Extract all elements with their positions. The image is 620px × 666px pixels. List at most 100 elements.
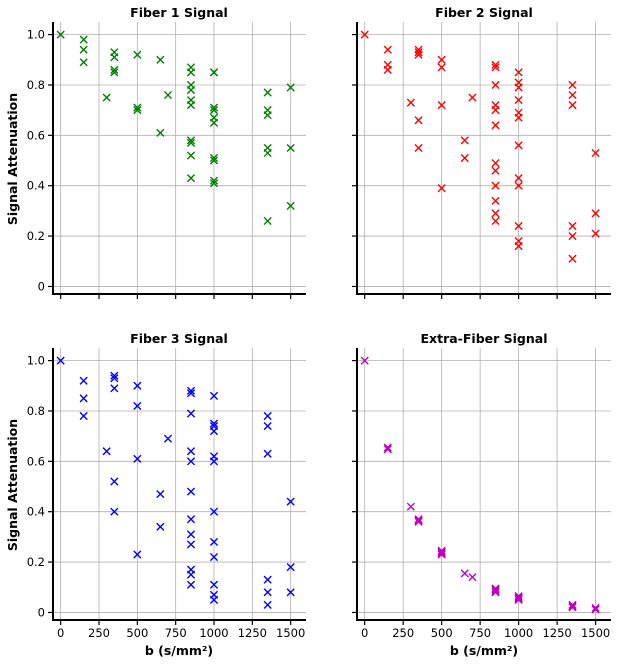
- data-point: [568, 603, 577, 612]
- data-point: [414, 116, 423, 125]
- data-point: [186, 389, 196, 398]
- data-point: [286, 201, 295, 210]
- data-point: [437, 184, 446, 193]
- y-tick-label: 0.6: [27, 128, 45, 142]
- data-point: [514, 95, 523, 105]
- data-point: [514, 242, 523, 251]
- x-tick-label: 750: [469, 626, 491, 640]
- data-point: [110, 65, 119, 74]
- data-point: [263, 588, 272, 597]
- data-point: [209, 179, 219, 188]
- data-point: [514, 181, 523, 190]
- panel-fiber-1: 0 0.2 0.4 0.6 0.8 1.0 Fiber 1 Signal Signal A…: [5, 5, 306, 299]
- data-point: [209, 427, 219, 436]
- data-point: [110, 507, 119, 516]
- data-point: [468, 573, 477, 582]
- panel-title: Extra-Fiber Signal: [421, 331, 548, 346]
- data-point: [102, 93, 111, 102]
- y-axis-label: Signal Attenuation: [5, 93, 20, 225]
- data-point: [514, 68, 523, 77]
- data-point: [568, 90, 577, 100]
- data-point: [263, 421, 272, 431]
- data-point: [514, 591, 523, 601]
- data-point: [186, 570, 196, 579]
- data-point: [437, 550, 446, 559]
- data-point: [460, 569, 469, 578]
- panel-title: Fiber 1 Signal: [130, 5, 228, 20]
- data-point: [209, 176, 219, 185]
- y-tick-label: 0.4: [27, 505, 45, 519]
- data-point: [110, 374, 119, 383]
- data-point: [383, 45, 392, 54]
- data-point: [133, 103, 142, 112]
- data-point: [156, 489, 165, 499]
- y-tick-label: 0.2: [27, 555, 45, 569]
- x-tick-label: 1000: [199, 626, 228, 640]
- data-point: [591, 209, 600, 218]
- data-point: [186, 138, 196, 147]
- x-tick-label: 0: [361, 626, 368, 640]
- data-point: [110, 384, 119, 393]
- y-tick-label: 1.0: [27, 354, 45, 368]
- data-point: [110, 68, 119, 77]
- data-point: [514, 595, 523, 604]
- data-point: [209, 457, 219, 466]
- data-point: [209, 68, 219, 77]
- data-point: [186, 174, 196, 183]
- data-point: [286, 83, 295, 92]
- data-point: [209, 153, 219, 163]
- data-point: [568, 221, 577, 231]
- data-point: [110, 53, 119, 62]
- data-point: [79, 376, 88, 385]
- data-point: [591, 603, 600, 613]
- data-point: [79, 35, 88, 44]
- data-point: [286, 497, 295, 506]
- data-point: [491, 166, 500, 175]
- x-tick-label: 250: [88, 626, 110, 640]
- data-point: [110, 371, 119, 380]
- x-tick-label: 1500: [276, 626, 305, 640]
- panel-extra-fiber: 0 250 500 750 1000 1250 1500 Extra-Fiber Signa…: [352, 331, 611, 658]
- data-point: [491, 63, 500, 72]
- data-point: [133, 106, 142, 115]
- data-point: [383, 445, 392, 454]
- data-point: [133, 550, 142, 559]
- data-point: [568, 101, 577, 110]
- data-point: [79, 58, 88, 67]
- data-point: [263, 600, 272, 609]
- y-tick-label: 0.8: [27, 78, 45, 92]
- data-point: [156, 522, 165, 531]
- panel-title: Fiber 3 Signal: [130, 331, 228, 346]
- data-point: [514, 83, 523, 92]
- data-point: [133, 381, 142, 390]
- data-point: [591, 229, 600, 238]
- x-tick-label: 0: [57, 626, 64, 640]
- y-tick-label: 0.8: [27, 404, 45, 418]
- data-point: [437, 55, 446, 64]
- data-point: [186, 386, 196, 395]
- data-point: [186, 151, 196, 160]
- data-point: [591, 148, 600, 158]
- data-point: [209, 419, 219, 428]
- x-tick-label: 1000: [504, 626, 533, 640]
- data-point: [286, 588, 295, 597]
- data-point: [491, 181, 500, 190]
- data-point: [414, 515, 423, 524]
- data-point: [491, 588, 500, 597]
- y-tick-label: 1.0: [27, 28, 45, 42]
- data-point: [460, 136, 469, 145]
- data-point: [186, 580, 196, 589]
- data-point: [133, 401, 142, 411]
- data-point: [491, 585, 500, 594]
- data-point: [133, 50, 142, 59]
- data-point: [383, 65, 392, 74]
- data-point: [156, 55, 165, 64]
- data-point: [186, 457, 196, 466]
- data-point: [263, 575, 272, 584]
- data-point: [568, 602, 577, 611]
- data-point: [163, 90, 173, 100]
- data-point: [360, 30, 369, 39]
- data-point: [568, 231, 577, 241]
- data-point: [102, 447, 111, 456]
- data-point: [514, 221, 523, 231]
